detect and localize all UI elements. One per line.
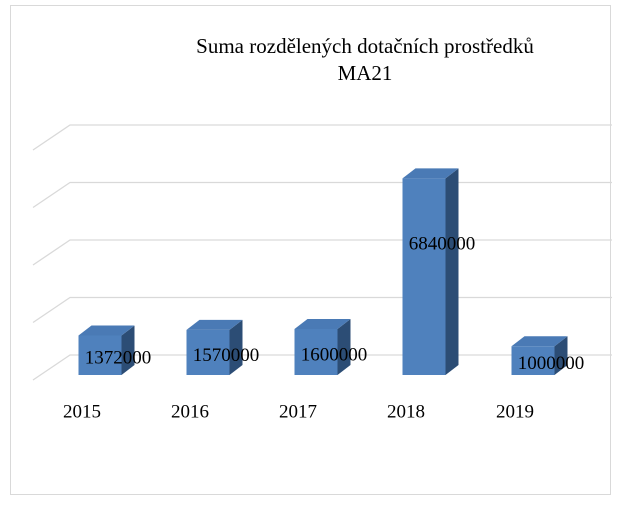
x-tick-label: 2016 [171,401,209,422]
bar-front [78,335,122,375]
bar [402,168,459,375]
bar-top [78,325,135,336]
bar-side [229,319,243,375]
bar-front [402,178,446,375]
data-label: 6840000 [409,234,476,255]
x-tick-label: 2015 [63,401,101,422]
data-label: 1570000 [193,345,260,366]
x-tick-label: 2018 [387,401,425,422]
grid-line [32,124,612,151]
bar-top [294,319,351,329]
bar [186,319,243,375]
bar [294,319,351,375]
bar-side [337,319,351,375]
bar-side [121,325,135,375]
bar-side [445,168,459,375]
bar-front [186,329,230,375]
bar-side [554,336,568,375]
bar [511,336,568,375]
bar-front [294,329,338,375]
bar-top [511,336,568,347]
chart-border [10,5,611,495]
data-label: 1372000 [85,348,152,369]
chart-title: Suma rozdělených dotačních prostředků MA2… [196,34,534,85]
x-tick-label: 2017 [279,401,317,422]
data-label: 1600000 [301,344,368,365]
bar-top [186,319,243,330]
bar-top [402,168,459,179]
data-label: 1000000 [518,353,585,374]
x-tick-label: 2019 [496,401,534,422]
bar-front [511,346,555,375]
bar [78,325,135,375]
